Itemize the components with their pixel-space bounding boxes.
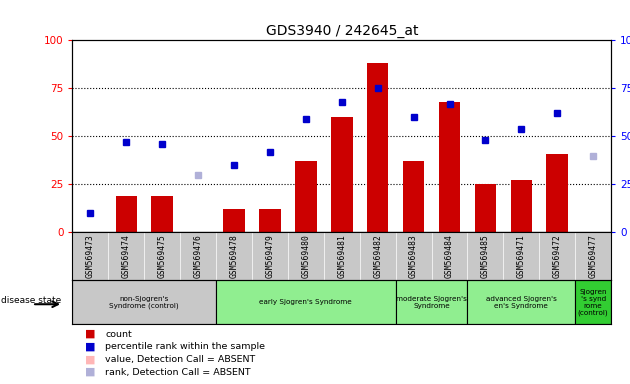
Bar	[396, 280, 467, 324]
Bar	[72, 280, 216, 324]
Text: advanced Sjogren's
en's Syndrome: advanced Sjogren's en's Syndrome	[486, 296, 557, 309]
Text: GSM569481: GSM569481	[337, 234, 346, 278]
Text: ■: ■	[85, 354, 96, 364]
Text: ■: ■	[85, 329, 96, 339]
Bar	[115, 196, 137, 232]
Bar	[295, 161, 317, 232]
Text: GSM569485: GSM569485	[481, 234, 490, 278]
Text: GSM569472: GSM569472	[553, 234, 562, 278]
Bar	[575, 280, 611, 324]
Text: percentile rank within the sample: percentile rank within the sample	[105, 342, 265, 351]
Text: moderate Sjogren's
Syndrome: moderate Sjogren's Syndrome	[396, 296, 467, 309]
Text: GSM569478: GSM569478	[229, 234, 239, 278]
Text: ■: ■	[85, 342, 96, 352]
Text: non-Sjogren's
Syndrome (control): non-Sjogren's Syndrome (control)	[110, 296, 179, 309]
Title: GDS3940 / 242645_at: GDS3940 / 242645_at	[265, 24, 418, 38]
Text: ■: ■	[85, 367, 96, 377]
Bar	[474, 184, 496, 232]
Bar	[216, 280, 396, 324]
Text: GSM569474: GSM569474	[122, 234, 131, 278]
Text: count: count	[105, 329, 132, 339]
Bar	[467, 280, 575, 324]
Bar	[223, 209, 245, 232]
Text: value, Detection Call = ABSENT: value, Detection Call = ABSENT	[105, 355, 255, 364]
Text: GSM569476: GSM569476	[193, 234, 203, 278]
Bar	[331, 117, 353, 232]
Bar	[546, 154, 568, 232]
Text: GSM569479: GSM569479	[265, 234, 275, 278]
Text: GSM569473: GSM569473	[86, 234, 95, 278]
Text: GSM569484: GSM569484	[445, 234, 454, 278]
Text: GSM569471: GSM569471	[517, 234, 526, 278]
Text: GSM569480: GSM569480	[301, 234, 311, 278]
Text: GSM569483: GSM569483	[409, 234, 418, 278]
Text: GSM569477: GSM569477	[588, 234, 598, 278]
Bar	[438, 102, 461, 232]
Text: GSM569475: GSM569475	[158, 234, 167, 278]
Bar	[259, 209, 281, 232]
Bar	[403, 161, 425, 232]
Bar	[367, 63, 389, 232]
Text: Sjogren
's synd
rome
(control): Sjogren 's synd rome (control)	[578, 289, 609, 316]
Text: disease state: disease state	[1, 296, 61, 305]
Text: GSM569482: GSM569482	[373, 234, 382, 278]
Text: early Sjogren's Syndrome: early Sjogren's Syndrome	[260, 300, 352, 305]
Bar	[151, 196, 173, 232]
Text: rank, Detection Call = ABSENT: rank, Detection Call = ABSENT	[105, 367, 251, 377]
Bar	[510, 180, 532, 232]
